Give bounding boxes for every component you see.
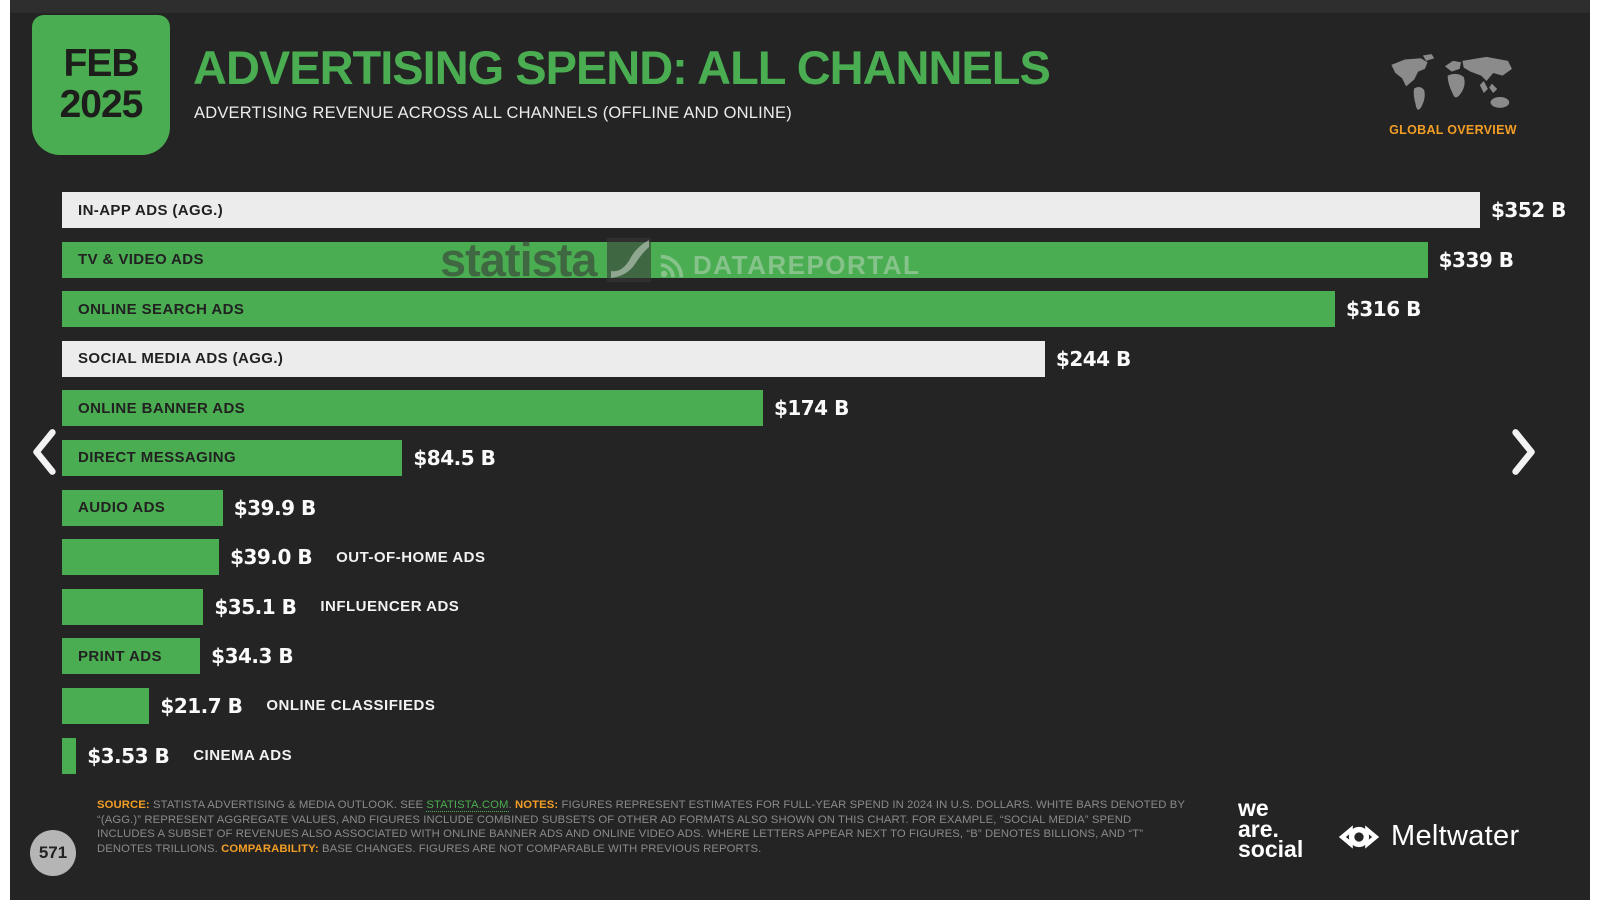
- bar-label: PRINT ADS: [78, 647, 162, 665]
- bar-online-banner-ads: ONLINE BANNER ADS: [62, 390, 763, 427]
- bar-value: $339 B: [1438, 247, 1514, 272]
- bar-social-media-ads-agg: SOCIAL MEDIA ADS (AGG.): [62, 340, 1045, 377]
- bar-value: $21.7 B: [160, 693, 243, 718]
- statista-link[interactable]: STATISTA.COM: [426, 799, 509, 812]
- bar-row-cinema-ads: $3.53 B CINEMA ADS: [62, 737, 1480, 774]
- slide-background: FEB 2025 ADVERTISING SPEND: ALL CHANNELS…: [10, 0, 1590, 900]
- bar-label: INFLUENCER ADS: [320, 598, 460, 616]
- bar-chart: IN-APP ADS (AGG.) $352 B TV & VIDEO ADS $33…: [62, 192, 1566, 787]
- bar-row-influencer-ads: $35.1 B INFLUENCER ADS: [62, 588, 1480, 625]
- bar-label: ONLINE BANNER ADS: [78, 399, 246, 417]
- bar-value: $3.53 B: [87, 743, 170, 768]
- bar-label: AUDIO ADS: [78, 499, 166, 517]
- bar-label: SOCIAL MEDIA ADS (AGG.): [78, 350, 284, 368]
- region-block: GLOBAL OVERVIEW: [1378, 50, 1528, 137]
- bar-online-search-ads: ONLINE SEARCH ADS: [62, 291, 1335, 328]
- bar-in-app-ads-agg: IN-APP ADS (AGG.): [62, 192, 1480, 228]
- bar-value: $34.3 B: [211, 644, 294, 669]
- date-year: 2025: [59, 83, 144, 126]
- meltwater-icon: [1338, 824, 1380, 849]
- footer-label: SOURCE:: [97, 799, 154, 811]
- page-number-badge: 571: [30, 830, 76, 876]
- bar-label: CINEMA ADS: [193, 747, 293, 765]
- world-map-icon: [1391, 54, 1512, 110]
- bar-row-online-classifieds: $21.7 B ONLINE CLASSIFIEDS: [62, 687, 1480, 724]
- bar-value: $316 B: [1345, 297, 1421, 322]
- footer-label: NOTES:: [515, 799, 562, 811]
- we-are-social-line: social: [1238, 836, 1304, 862]
- bar-out-of-home-ads: [62, 539, 220, 576]
- top-edge-band: [10, 0, 1590, 13]
- page-number: 571: [38, 843, 68, 862]
- bar-row-in-app-ads-agg: IN-APP ADS (AGG.) $352 B: [62, 192, 1566, 228]
- bar-row-online-search-ads: ONLINE SEARCH ADS $316 B: [62, 291, 1480, 328]
- we-are-social-logo: we are. social: [1238, 795, 1304, 862]
- footer-text-segment: FIGURES REPRESENT ESTIMATES FOR FULL-YEA…: [97, 799, 1185, 855]
- bar-label: ONLINE CLASSIFIEDS: [266, 697, 436, 715]
- bar-label: OUT-OF-HOME ADS: [336, 548, 486, 566]
- bar-label: ONLINE SEARCH ADS: [78, 300, 245, 318]
- bar-value: $35.1 B: [214, 594, 297, 619]
- page-subtitle: ADVERTISING REVENUE ACROSS ALL CHANNELS …: [194, 104, 792, 122]
- we-are-social-line: are.: [1238, 815, 1279, 842]
- footer-text-segment: .: [508, 799, 515, 811]
- bar-print-ads: PRINT ADS: [62, 638, 201, 675]
- bar-value: $174 B: [773, 396, 849, 421]
- bar-value: $244 B: [1055, 346, 1131, 371]
- prev-page-chevron[interactable]: [30, 426, 58, 478]
- bar-row-online-banner-ads: ONLINE BANNER ADS $174 B: [62, 390, 1480, 427]
- region-label: GLOBAL OVERVIEW: [1389, 123, 1517, 137]
- bar-row-audio-ads: AUDIO ADS $39.9 B: [62, 489, 1480, 526]
- bar-label: TV & VIDEO ADS: [78, 251, 204, 269]
- bar-value: $39.0 B: [230, 545, 313, 570]
- bar-label: IN-APP ADS (AGG.): [78, 201, 224, 219]
- bar-row-print-ads: PRINT ADS $34.3 B: [62, 638, 1480, 675]
- bar-direct-messaging: DIRECT MESSAGING: [62, 439, 403, 476]
- bar-value: $39.9 B: [233, 495, 316, 520]
- footer-text-segment: STATISTA ADVERTISING & MEDIA OUTLOOK. SE…: [153, 799, 427, 811]
- bar-label: DIRECT MESSAGING: [78, 449, 237, 467]
- bar-row-direct-messaging: DIRECT MESSAGING $84.5 B: [62, 439, 1480, 476]
- we-are-social-line: we: [1238, 795, 1269, 821]
- source-notes-text: SOURCE: STATISTA ADVERTISING & MEDIA OUT…: [97, 798, 1189, 856]
- bar-cinema-ads: [62, 737, 77, 774]
- date-month: FEB: [63, 42, 140, 86]
- bar-influencer-ads: [62, 588, 204, 625]
- meltwater-logo: Meltwater: [1335, 820, 1519, 853]
- date-badge: FEB 2025: [32, 15, 170, 155]
- page-title: ADVERTISING SPEND: ALL CHANNELS: [193, 41, 1051, 94]
- footer-text-segment: BASE CHANGES. FIGURES ARE NOT COMPARABLE…: [321, 842, 762, 855]
- bar-online-classifieds: [62, 687, 150, 724]
- meltwater-wordmark: Meltwater: [1391, 820, 1520, 852]
- bar-value: $84.5 B: [413, 445, 496, 470]
- bar-audio-ads: AUDIO ADS: [62, 489, 223, 526]
- bar-row-out-of-home-ads: $39.0 B OUT-OF-HOME ADS: [62, 539, 1480, 576]
- footer-label: COMPARABILITY:: [221, 842, 322, 855]
- bar-row-tv-video-ads: TV & VIDEO ADS $339 B: [62, 241, 1514, 278]
- next-page-chevron[interactable]: [1510, 426, 1538, 478]
- bar-tv-video-ads: TV & VIDEO ADS: [62, 241, 1428, 278]
- bar-value: $352 B: [1491, 198, 1566, 222]
- bar-row-social-media-ads-agg: SOCIAL MEDIA ADS (AGG.) $244 B: [62, 340, 1480, 377]
